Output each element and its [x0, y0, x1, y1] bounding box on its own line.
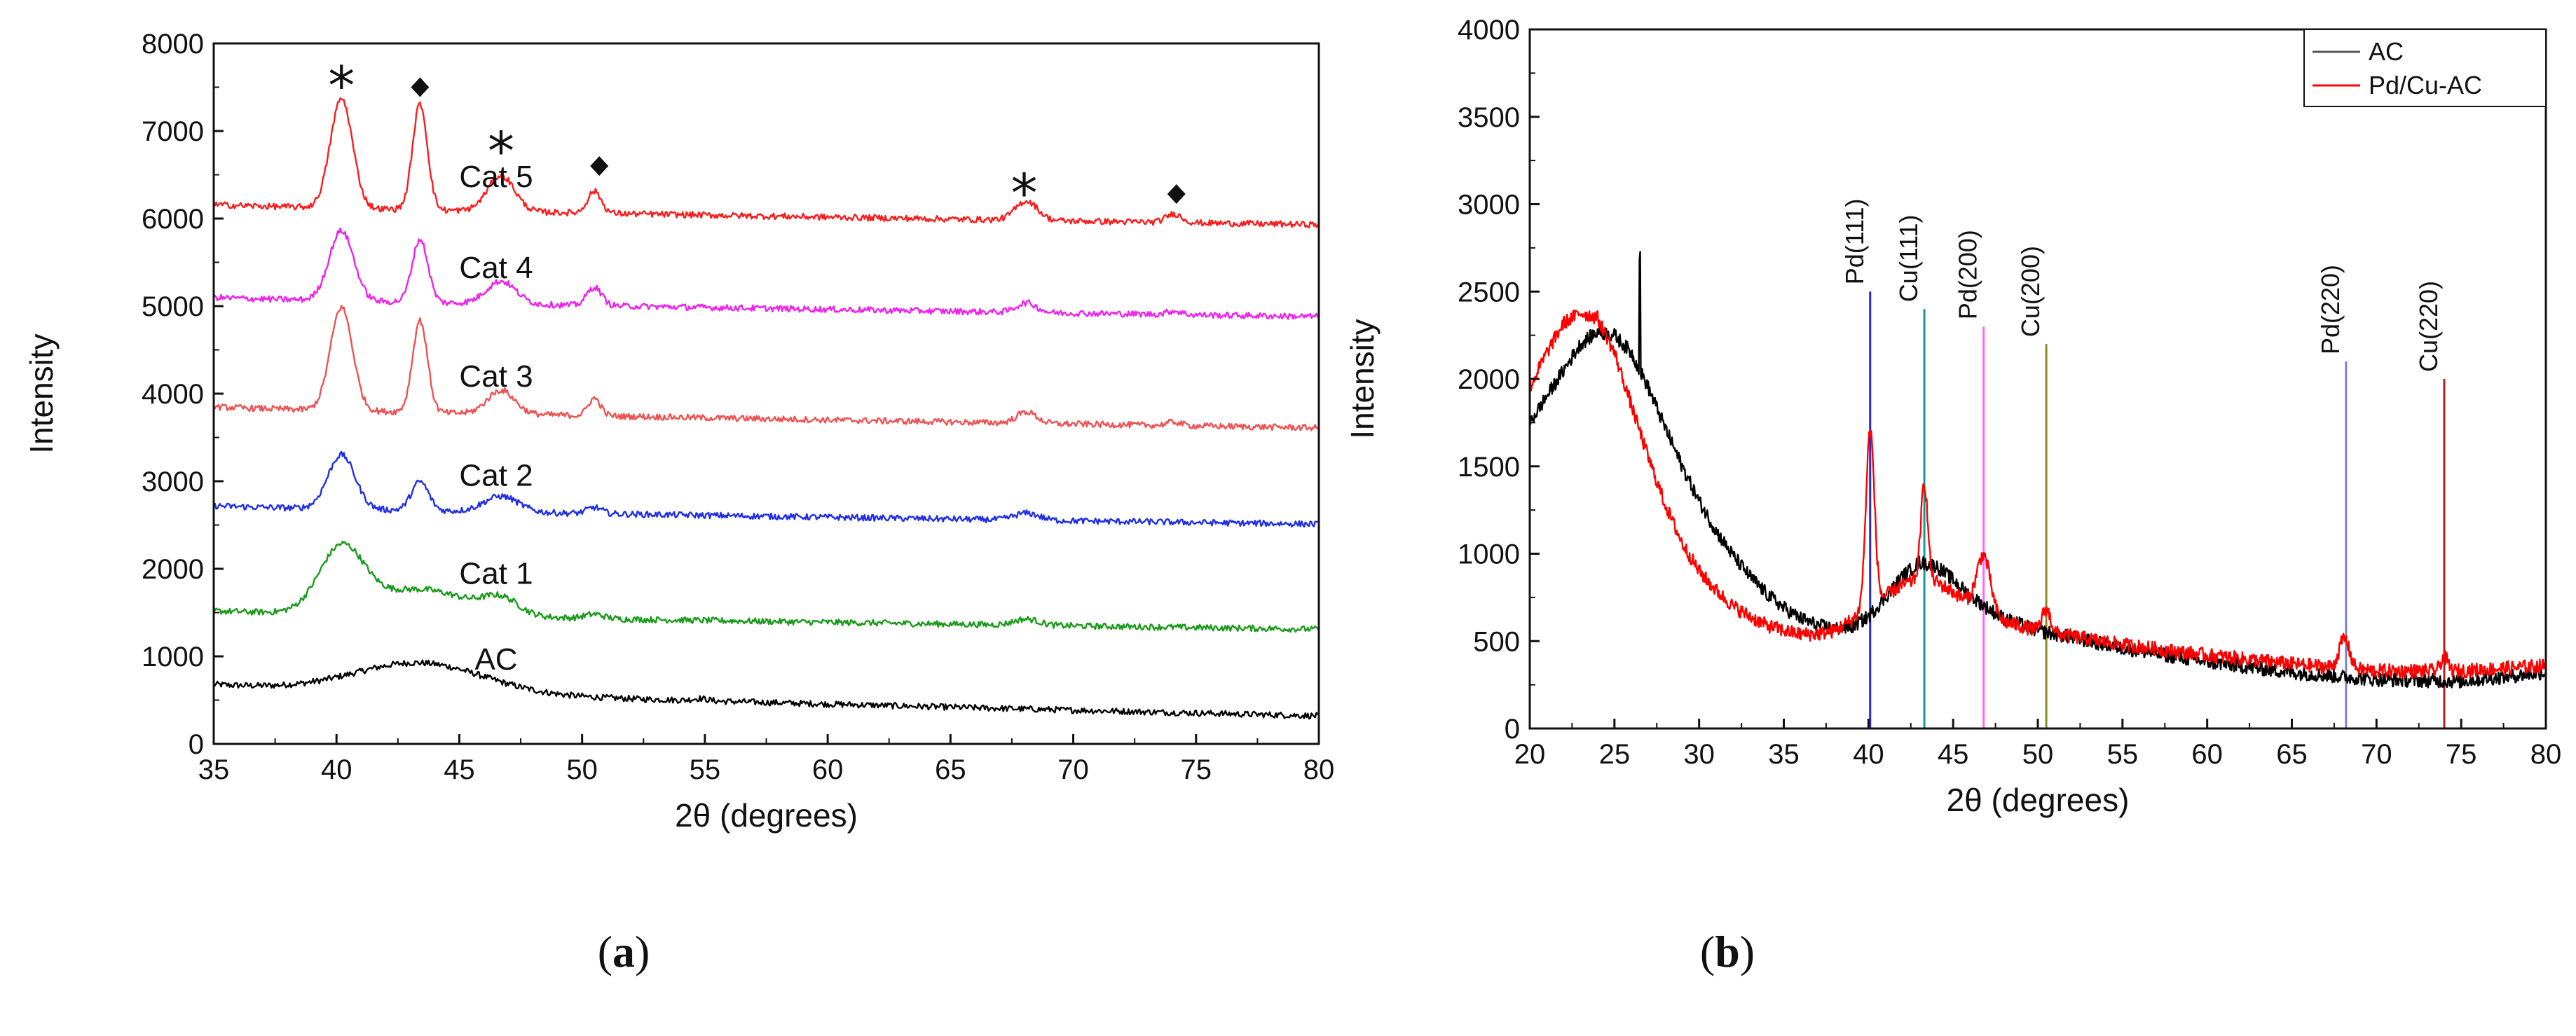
panel-b-legend: AC Pd/Cu-AC: [2303, 29, 2547, 107]
peak-marker-asterisk: *: [328, 54, 355, 116]
peak-marker-asterisk: *: [1010, 162, 1037, 224]
x-tick-label: 25: [1599, 739, 1631, 770]
y-tick-label: 4000: [1458, 15, 1520, 46]
y-tick-label: 0: [1505, 714, 1520, 745]
panel-a-ticks: 35 40 45 50 55 60 65 70 75 80 0 1000 2000 3000 4000 500…: [142, 29, 1334, 785]
x-tick-label: 60: [2191, 739, 2223, 770]
x-tick-label: 35: [1768, 739, 1800, 770]
x-tick-label: 60: [812, 754, 844, 785]
y-tick-label: 6000: [142, 204, 204, 235]
y-tick-label: 3500: [1458, 102, 1520, 133]
y-tick-label: 2000: [1458, 364, 1520, 395]
panel-a-plot-frame: [212, 42, 1320, 745]
x-tick-label: 75: [1181, 754, 1212, 785]
reference-label-cu-200: Cu(200): [2016, 246, 2045, 337]
y-tick-label: 3000: [1458, 190, 1520, 221]
series-line-cat-1: [212, 540, 1320, 633]
x-tick-label: 80: [1303, 754, 1335, 785]
x-tick-label: 20: [1514, 739, 1546, 770]
x-tick-label: 65: [2276, 739, 2308, 770]
panel-b-chart: Pd(111) Cu(111) Pd(200) Cu(200) Pd(220) Cu(22…: [1344, 15, 2561, 976]
x-tick-label: 40: [321, 754, 352, 785]
series-line-ac: [1528, 251, 2547, 689]
series-label-cat-2: Cat 2: [459, 458, 533, 492]
reference-label-pd-111: Pd(111): [1840, 199, 1869, 285]
y-tick-label: 500: [1473, 626, 1520, 657]
y-tick-label: 0: [189, 729, 204, 760]
y-tick-label: 2500: [1458, 277, 1520, 308]
y-tick-label: 2000: [142, 554, 204, 585]
y-tick-label: 1500: [1458, 452, 1520, 483]
legend-box: [2303, 29, 2547, 107]
peak-marker-diamond: [411, 77, 430, 97]
series-label-cat-4: Cat 4: [459, 251, 533, 285]
series-line-cat-2: [213, 450, 1320, 528]
peak-marker-diamond: [590, 156, 609, 176]
panel-a-y-axis-title: Intensity: [23, 333, 60, 453]
x-tick-label: 55: [690, 754, 721, 785]
x-tick-label: 70: [2361, 739, 2392, 770]
panel-b-caption: (b): [1700, 927, 1755, 976]
x-tick-label: 50: [566, 754, 598, 785]
x-tick-label: 80: [2530, 739, 2562, 770]
x-tick-label: 45: [1938, 739, 1969, 770]
reference-label-pd-200: Pd(200): [1954, 230, 1982, 319]
panel-b-plot-frame: [1528, 28, 2547, 730]
series-label-cat-5: Cat 5: [459, 160, 533, 194]
x-tick-label: 75: [2446, 739, 2477, 770]
x-tick-label: 50: [2022, 739, 2054, 770]
y-tick-label: 7000: [142, 116, 204, 147]
y-tick-label: 8000: [142, 29, 204, 60]
y-tick-label: 4000: [142, 379, 204, 410]
series-line-cat-5: [213, 97, 1320, 229]
panel-a-caption: (a): [598, 927, 650, 976]
x-tick-label: 55: [2107, 739, 2139, 770]
reference-label-cu-220: Cu(220): [2414, 281, 2443, 372]
x-tick-label: 30: [1683, 739, 1715, 770]
series-label-cat-3: Cat 3: [459, 359, 533, 394]
reference-label-pd-220: Pd(220): [2316, 265, 2345, 354]
x-tick-label: 35: [198, 754, 230, 785]
x-tick-label: 45: [444, 754, 475, 785]
panel-b-letter: b: [1715, 927, 1740, 976]
series-line-pd-cu-ac: [1528, 309, 2547, 679]
x-tick-label: 40: [1853, 739, 1884, 770]
series-line-cat-4: [213, 227, 1320, 320]
y-tick-label: 1000: [142, 642, 204, 672]
panel-b-plot-data: Pd(111) Cu(111) Pd(200) Cu(200) Pd(220) Cu(22…: [1528, 199, 2547, 728]
y-tick-label: 3000: [142, 467, 204, 497]
series-line-ac: [212, 659, 1320, 720]
panel-b-ticks: 20 25 30 35 40 45 50 55 60 65 70 75 80 0 500 1000 1500 20…: [1458, 15, 2561, 770]
legend-label-ac: AC: [2369, 37, 2404, 66]
series-line-cat-3: [213, 305, 1320, 431]
y-tick-label: 5000: [142, 291, 204, 322]
peak-marker-diamond: [1167, 184, 1186, 204]
panel-a-letter: a: [612, 927, 635, 976]
panel-b-y-axis-title: Intensity: [1344, 319, 1381, 438]
panel-b-x-axis-title: 2θ (degrees): [1947, 782, 2130, 818]
y-tick-label: 1000: [1458, 539, 1520, 570]
reference-label-cu-111: Cu(111): [1894, 214, 1923, 302]
peak-marker-asterisk: *: [488, 120, 514, 182]
x-tick-label: 65: [935, 754, 966, 785]
legend-label-pd-cu-ac: Pd/Cu-AC: [2369, 71, 2482, 99]
series-label-cat-1: Cat 1: [459, 556, 533, 590]
series-label-ac: AC: [474, 642, 517, 677]
panel-a-x-axis-title: 2θ (degrees): [675, 797, 858, 834]
x-tick-label: 70: [1057, 754, 1089, 785]
